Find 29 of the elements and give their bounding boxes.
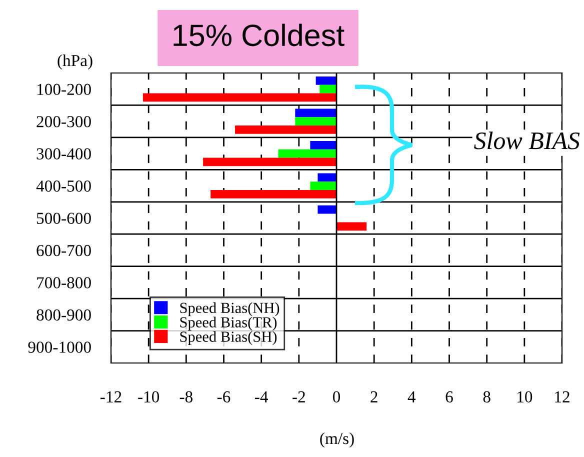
x-tick-label: 10 bbox=[518, 391, 532, 403]
x-tick-label: 6 bbox=[446, 391, 453, 403]
legend-label: Speed Bias(NH) bbox=[180, 302, 280, 316]
x-tick-label: -12 bbox=[100, 391, 122, 402]
chart-title: 15% Coldest bbox=[174, 24, 344, 46]
y-tick-label: 300-400 bbox=[36, 148, 91, 160]
y-tick-label: 500-600 bbox=[36, 212, 91, 224]
y-axis-title: (hPa) bbox=[58, 54, 92, 70]
x-tick-label: 4 bbox=[408, 391, 416, 402]
y-tick-label: 400-500 bbox=[36, 180, 91, 192]
y-tick-label: 100-200 bbox=[37, 84, 91, 96]
x-tick-label: -10 bbox=[138, 391, 160, 403]
x-tick-label: 8 bbox=[483, 391, 490, 403]
y-tick-label: 800-900 bbox=[36, 309, 91, 321]
y-tick-label: 700-800 bbox=[37, 277, 91, 288]
x-tick-label: 0 bbox=[332, 391, 340, 403]
legend-label: Speed Bias(TR) bbox=[180, 316, 277, 331]
x-tick-label: 12 bbox=[555, 391, 570, 402]
x-tick-label: -4 bbox=[255, 391, 268, 402]
x-tick-label: -8 bbox=[180, 391, 192, 403]
annotation: Slow BIAS bbox=[474, 132, 580, 150]
x-tick-label: 2 bbox=[370, 391, 378, 402]
y-tick-label: 200-300 bbox=[36, 116, 91, 128]
x-tick-label: -2 bbox=[292, 391, 305, 402]
legend-label: Speed Bias(SH) bbox=[180, 331, 277, 345]
x-tick-label: -6 bbox=[217, 391, 230, 403]
y-tick-label: 600-700 bbox=[36, 244, 91, 256]
y-tick-label: 900-1000 bbox=[28, 342, 91, 353]
x-axis-title: (m/s) bbox=[320, 432, 354, 448]
